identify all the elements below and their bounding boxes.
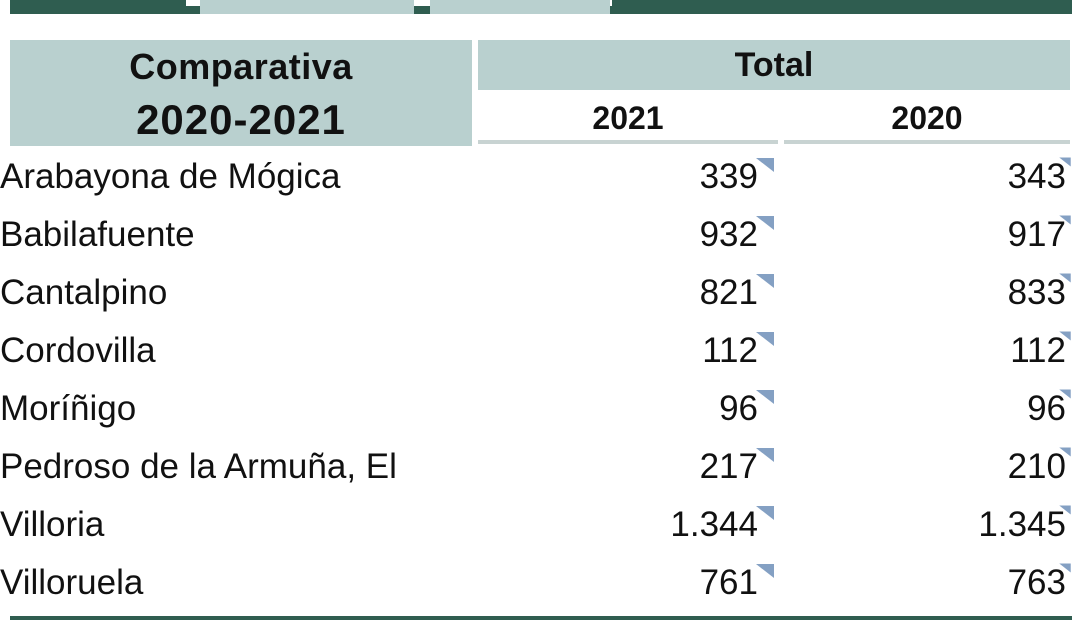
value-2021: 761 <box>699 563 758 602</box>
municipality-name: Pedroso de la Armuña, El <box>0 447 397 486</box>
value-2020: 833 <box>1007 273 1066 312</box>
tab-inactive-1[interactable] <box>200 0 414 14</box>
triangle-marker-icon <box>1059 447 1071 457</box>
tab-bar-fill <box>612 0 1072 14</box>
triangle-marker-icon <box>756 332 774 346</box>
triangle-marker-icon <box>1059 563 1071 573</box>
municipality-name: Babilafuente <box>0 215 195 254</box>
municipality-name: Villoruela <box>0 563 144 602</box>
municipality-name: Villoria <box>0 505 105 544</box>
triangle-marker-icon <box>756 506 774 520</box>
value-2020: 763 <box>1007 563 1066 602</box>
table-row: Babilafuente 932 917 <box>0 206 1079 264</box>
value-2020: 210 <box>1007 447 1066 486</box>
value-2021: 821 <box>699 273 758 312</box>
comparison-title: Comparativa <box>129 46 353 87</box>
table-row: Moríñigo 96 96 <box>0 380 1079 438</box>
triangle-marker-icon <box>756 390 774 404</box>
value-2021: 1.344 <box>670 505 758 544</box>
municipality-name: Cantalpino <box>0 273 168 312</box>
value-2020: 917 <box>1007 215 1066 254</box>
value-2021: 112 <box>702 331 758 370</box>
value-2020: 1.345 <box>978 505 1066 544</box>
table-row: Villoruela 761 763 <box>0 554 1079 612</box>
table-row: Cordovilla 112 112 <box>0 322 1079 380</box>
column-header-2020[interactable]: 2020 <box>784 92 1070 144</box>
triangle-marker-icon <box>1059 505 1071 515</box>
value-2020: 343 <box>1007 157 1066 196</box>
value-2020: 96 <box>1027 389 1066 428</box>
table-row: Villoria 1.344 1.345 <box>0 496 1079 554</box>
municipality-name: Moríñigo <box>0 389 137 428</box>
triangle-marker-icon <box>1059 215 1071 225</box>
municipality-name: Arabayona de Mógica <box>0 157 341 196</box>
value-2021: 932 <box>699 215 758 254</box>
tab-active[interactable] <box>10 0 186 14</box>
value-2021: 217 <box>699 447 758 486</box>
municipality-name: Cordovilla <box>0 331 156 370</box>
table-row: Cantalpino 821 833 <box>0 264 1079 322</box>
table-row: Arabayona de Mógica 339 343 <box>0 148 1079 206</box>
triangle-marker-icon <box>1059 273 1071 283</box>
triangle-marker-icon <box>1059 331 1071 341</box>
triangle-marker-icon <box>1059 389 1071 399</box>
top-tab-bar <box>0 0 1079 14</box>
triangle-marker-icon <box>1059 157 1071 167</box>
table-row: Pedroso de la Armuña, El 217 210 <box>0 438 1079 496</box>
triangle-marker-icon <box>756 216 774 230</box>
bottom-rule <box>10 616 1072 620</box>
triangle-marker-icon <box>756 564 774 578</box>
triangle-marker-icon <box>756 274 774 288</box>
column-header-2021[interactable]: 2021 <box>478 92 778 144</box>
comparison-header: Comparativa 2020-2021 <box>10 40 472 146</box>
value-2021: 96 <box>719 389 758 428</box>
tab-inactive-2[interactable] <box>430 0 610 14</box>
total-header: Total <box>478 40 1070 90</box>
triangle-marker-icon <box>756 158 774 172</box>
comparison-years: 2020-2021 <box>136 96 346 143</box>
value-2021: 339 <box>699 157 758 196</box>
triangle-marker-icon <box>756 448 774 462</box>
value-2020: 112 <box>1010 331 1066 370</box>
